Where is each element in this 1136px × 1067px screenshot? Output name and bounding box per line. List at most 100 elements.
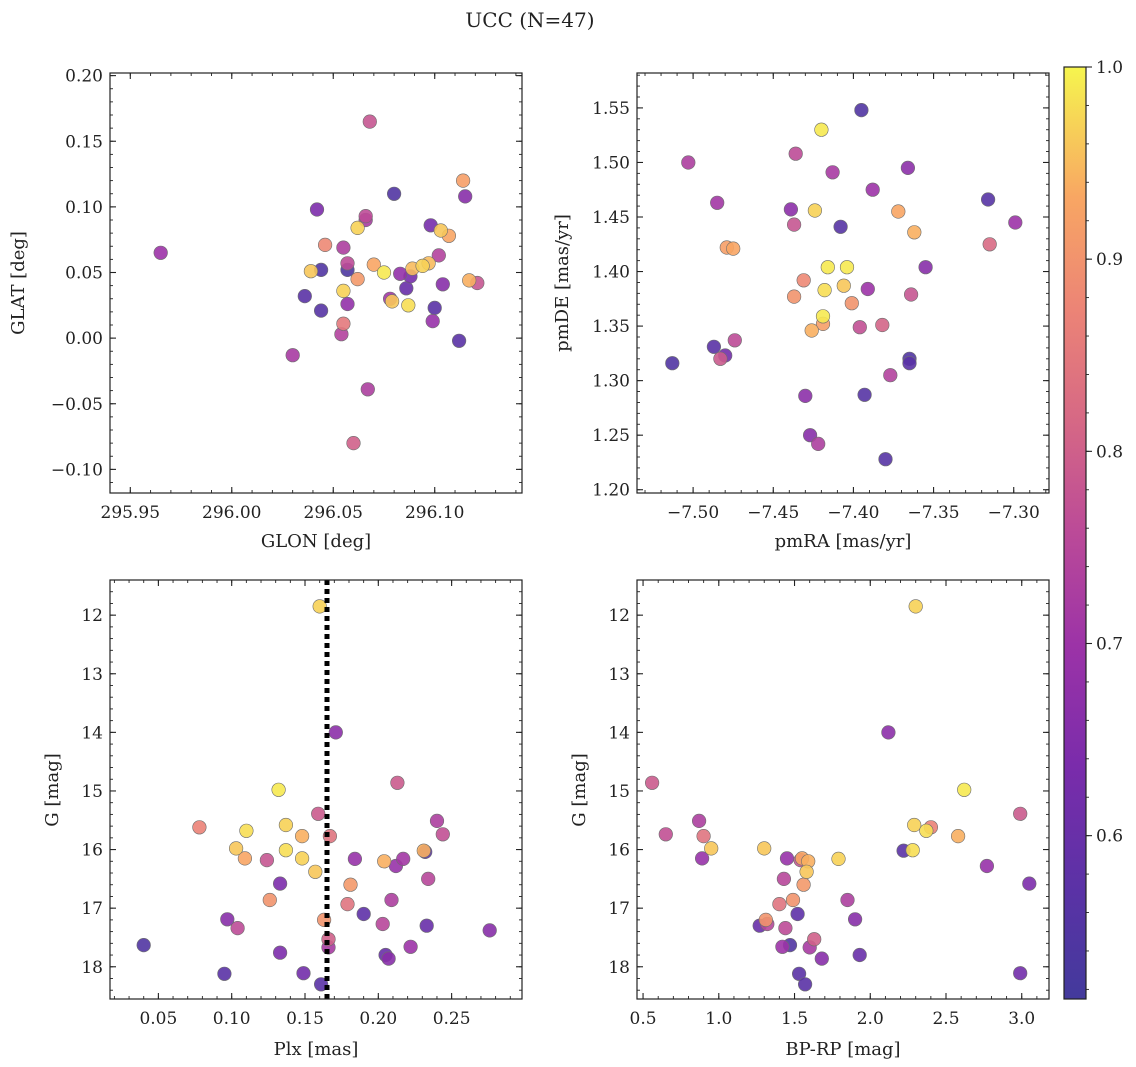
data-point-radec-43 [415,258,430,274]
data-point-radec-41 [336,283,351,299]
data-point-pm-16 [865,182,880,197]
data-point-radec-16 [153,245,168,260]
data-point-plx-17 [396,851,411,867]
data-point-plx-34 [343,877,358,892]
ytick-label-plx-5: 17 [81,899,103,919]
data-point-radec-35 [462,273,477,288]
data-point-radec-15 [425,314,440,329]
data-point-radec-13 [340,296,355,312]
data-point-pm-14 [900,160,916,175]
ylabel-g-cmd: G [mag] [569,753,590,826]
ytick-label-plx-0: 12 [81,606,103,626]
data-point-cmd-6 [852,947,867,963]
data-point-pm-33 [844,296,859,311]
data-point-pm-25 [852,320,867,335]
points-bprp-g [644,599,1037,992]
data-point-plx-38 [416,843,431,858]
ytick-label-cmd-2: 14 [608,723,630,743]
data-point-pm-12 [783,202,799,217]
ytick-label-plx-1: 13 [81,665,103,685]
data-point-cmd-25 [1013,806,1028,821]
data-point-cmd-17 [691,813,707,829]
data-point-radec-30 [318,237,333,252]
data-point-pm-37 [891,204,906,219]
data-point-pm-32 [786,289,802,304]
data-point-pm-15 [860,281,875,297]
xtick-label-plx-0: 0.05 [139,1009,177,1029]
data-point-plx-0 [136,937,151,953]
data-point-radec-5 [427,300,442,316]
ytick-label-plx-4: 16 [81,841,103,861]
xtick-label-pm-1: −7.45 [747,503,799,523]
data-point-radec-24 [340,256,355,271]
data-point-plx-27 [390,775,405,790]
data-point-cmd-4 [790,906,805,922]
ytick-label-pm-2: 1.30 [592,372,630,392]
data-point-radec-44 [401,298,416,313]
points-glon-glat [153,114,485,451]
plot-frame-glon-glat [109,72,523,494]
data-point-radec-10 [309,202,325,217]
colorbar-tick-label-1: 0.7 [1096,634,1123,654]
xtick-label-plx-3: 0.20 [359,1009,397,1029]
xtick-label-radec-2: 296.05 [304,503,363,523]
data-point-cmd-43 [919,823,934,838]
data-point-pm-38 [804,323,819,338]
colorbar-tick-label-0: 0.6 [1096,827,1123,847]
xtick-label-plx-2: 0.15 [286,1009,324,1029]
data-point-pm-39 [907,225,922,240]
data-point-pm-43 [814,122,829,137]
ticks-bprp-g: 0.5 1.0 1.5 2.0 2.5 3.0 12 13 14 15 16 17 18 [608,579,1049,1029]
data-point-radec-25 [358,209,373,224]
data-point-plx-9 [273,945,288,960]
data-point-radec-3 [314,303,329,318]
xtick-label-radec-3: 296.10 [405,503,464,523]
data-point-plx-43 [312,599,327,614]
xtick-label-cmd-2: 1.5 [781,1009,808,1029]
ytick-label-cmd-3: 15 [608,782,630,802]
data-point-cmd-24 [644,775,660,790]
ytick-label-plx-3: 15 [81,782,103,802]
data-point-pm-31 [796,273,811,288]
ylabel-glat: GLAT [deg] [8,231,29,335]
data-point-cmd-8 [1022,876,1037,891]
data-point-plx-14 [347,851,363,867]
data-point-plx-36 [295,828,310,844]
data-point-plx-42 [295,851,310,866]
data-point-pm-24 [788,146,803,161]
data-point-pm-13 [798,388,813,404]
data-point-pm-4 [857,387,872,402]
data-point-radec-40 [433,223,448,238]
data-point-plx-26 [311,806,326,821]
data-point-cmd-9 [814,951,829,966]
data-point-pm-30 [982,237,997,252]
xlabel-pmra: pmRA [mas/yr] [775,531,912,552]
xtick-label-pm-0: −7.50 [667,503,719,523]
data-point-pm-40 [836,278,851,293]
data-point-plx-22 [421,871,436,887]
ytick-label-radec-1: −0.05 [51,395,103,415]
plot-frame-pmra-pmde [636,72,1050,494]
data-point-pm-11 [918,260,933,275]
data-point-pm-1 [854,102,869,118]
xtick-label-plx-4: 0.25 [433,1009,471,1029]
data-point-cmd-41 [908,599,923,614]
data-point-cmd-32 [796,877,811,892]
xtick-label-cmd-4: 2.5 [932,1009,959,1029]
data-point-plx-39 [229,841,244,856]
xtick-label-pm-3: −7.35 [908,503,960,523]
colorbar: 0.6 0.7 0.8 0.9 1.0 [1063,58,1123,1000]
colorbar-ticks: 0.6 0.7 0.8 0.9 1.0 [1086,58,1123,990]
data-point-pm-0 [665,356,680,371]
data-point-plx-13 [328,725,343,740]
xtick-label-cmd-0: 0.5 [630,1009,657,1029]
data-point-cmd-13 [779,851,795,866]
ytick-label-pm-3: 1.35 [592,317,630,337]
data-point-plx-46 [271,782,286,797]
data-point-plx-4 [356,906,371,922]
data-point-plx-12 [482,923,497,938]
data-point-cmd-20 [776,871,792,887]
xtick-label-radec-0: 295.95 [101,503,160,523]
ytick-label-cmd-0: 12 [608,606,630,626]
data-point-plx-7 [296,966,311,981]
